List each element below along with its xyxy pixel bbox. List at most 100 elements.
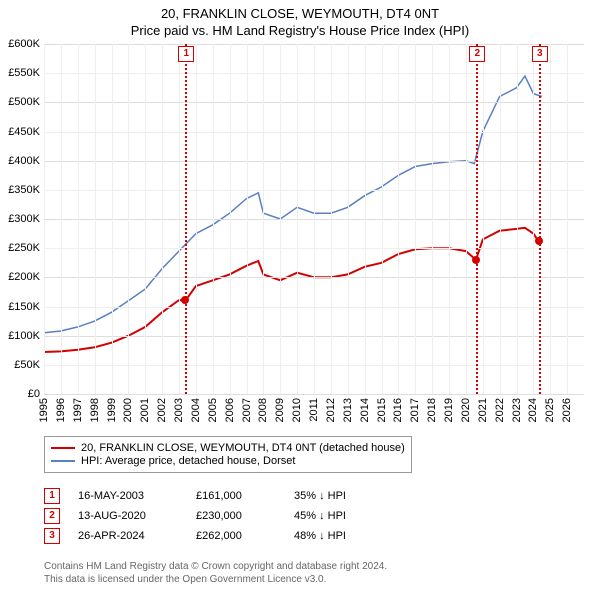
legend-label-property: 20, FRANKLIN CLOSE, WEYMOUTH, DT4 0NT (d… (81, 442, 405, 454)
chart-plot-area: £0£50K£100K£150K£200K£250K£300K£350K£400… (44, 44, 584, 395)
x-axis-label: 2019 (443, 398, 455, 422)
title-address: 20, FRANKLIN CLOSE, WEYMOUTH, DT4 0NT (0, 6, 600, 23)
event-dot (181, 296, 189, 304)
event-price: £262,000 (196, 530, 276, 542)
gridline-v (432, 44, 433, 394)
x-axis-label: 2017 (409, 398, 421, 422)
gridline-v (95, 44, 96, 394)
y-axis-label: £250K (8, 242, 40, 254)
x-axis-label: 2012 (325, 398, 337, 422)
event-marker-box: 1 (178, 46, 194, 62)
event-row-box: 2 (44, 508, 60, 524)
x-axis-label: 2010 (291, 398, 303, 422)
x-axis-label: 2003 (173, 398, 185, 422)
chart-container: 20, FRANKLIN CLOSE, WEYMOUTH, DT4 0NT Pr… (0, 0, 600, 590)
x-axis-label: 2007 (241, 398, 253, 422)
gridline-v (550, 44, 551, 394)
y-axis-label: £550K (8, 67, 40, 79)
event-row-box: 1 (44, 488, 60, 504)
x-axis-label: 2014 (359, 398, 371, 422)
x-axis-label: 2011 (308, 398, 320, 422)
x-axis-label: 2004 (190, 398, 202, 422)
x-axis-label: 2024 (527, 398, 539, 422)
gridline-v (382, 44, 383, 394)
x-axis-label: 2006 (224, 398, 236, 422)
event-date: 13-AUG-2020 (78, 510, 178, 522)
x-axis-label: 1998 (89, 398, 101, 422)
y-axis-label: £200K (8, 271, 40, 283)
event-row-box: 3 (44, 528, 60, 544)
gridline-v (449, 44, 450, 394)
gridline-v (297, 44, 298, 394)
gridline-v (61, 44, 62, 394)
gridline-v (314, 44, 315, 394)
gridline-v (331, 44, 332, 394)
x-axis-label: 2001 (139, 398, 151, 422)
gridline-v (230, 44, 231, 394)
gridline-v (348, 44, 349, 394)
gridline-v (213, 44, 214, 394)
gridline-v (567, 44, 568, 394)
y-axis-label: £350K (8, 184, 40, 196)
x-axis-label: 2023 (511, 398, 523, 422)
event-date: 26-APR-2024 (78, 530, 178, 542)
legend-row-hpi: HPI: Average price, detached house, Dors… (51, 455, 405, 467)
x-axis-label: 2022 (494, 398, 506, 422)
gridline-v (533, 44, 534, 394)
y-axis-label: £150K (8, 301, 40, 313)
y-axis-label: £300K (8, 213, 40, 225)
gridline-v (365, 44, 366, 394)
x-axis-label: 2005 (207, 398, 219, 422)
gridline-v (179, 44, 180, 394)
y-axis-label: £450K (8, 126, 40, 138)
event-line (539, 44, 541, 394)
gridline-v (517, 44, 518, 394)
legend-row-property: 20, FRANKLIN CLOSE, WEYMOUTH, DT4 0NT (d… (51, 442, 405, 454)
event-diff: 35% ↓ HPI (294, 490, 384, 502)
event-row: 213-AUG-2020£230,00045% ↓ HPI (44, 508, 384, 524)
footer: Contains HM Land Registry data © Crown c… (44, 561, 387, 586)
series-line-property (44, 228, 538, 352)
event-line (476, 44, 478, 394)
series-line-hpi (44, 76, 542, 333)
x-axis-label: 2025 (544, 398, 556, 422)
gridline-v (280, 44, 281, 394)
x-axis-label: 2026 (561, 398, 573, 422)
x-axis-label: 2016 (392, 398, 404, 422)
title-block: 20, FRANKLIN CLOSE, WEYMOUTH, DT4 0NT Pr… (0, 0, 600, 40)
event-line (185, 44, 187, 394)
event-marker-box: 2 (469, 46, 485, 62)
gridline-v (247, 44, 248, 394)
gridline-v (44, 44, 45, 394)
event-date: 16-MAY-2003 (78, 490, 178, 502)
gridline-v (483, 44, 484, 394)
x-axis-label: 1995 (38, 398, 50, 422)
gridline-v (415, 44, 416, 394)
legend: 20, FRANKLIN CLOSE, WEYMOUTH, DT4 0NT (d… (44, 436, 412, 473)
gridline-v (112, 44, 113, 394)
gridline-h (44, 394, 584, 395)
event-diff: 48% ↓ HPI (294, 530, 384, 542)
legend-swatch-hpi (51, 460, 75, 462)
gridline-v (196, 44, 197, 394)
y-axis-label: £50K (14, 359, 40, 371)
y-axis-label: £400K (8, 155, 40, 167)
gridline-v (500, 44, 501, 394)
footer-line1: Contains HM Land Registry data © Crown c… (44, 561, 387, 574)
x-axis-label: 1996 (55, 398, 67, 422)
x-axis-label: 2008 (257, 398, 269, 422)
y-axis-label: £600K (8, 38, 40, 50)
legend-swatch-property (51, 447, 75, 449)
gridline-v (145, 44, 146, 394)
gridline-v (128, 44, 129, 394)
legend-label-hpi: HPI: Average price, detached house, Dors… (81, 455, 295, 467)
event-price: £230,000 (196, 510, 276, 522)
y-axis-label: £500K (8, 96, 40, 108)
x-axis-label: 1999 (106, 398, 118, 422)
gridline-v (466, 44, 467, 394)
x-axis-label: 2021 (477, 398, 489, 422)
event-price: £161,000 (196, 490, 276, 502)
gridline-v (398, 44, 399, 394)
gridline-v (162, 44, 163, 394)
event-dot (472, 256, 480, 264)
